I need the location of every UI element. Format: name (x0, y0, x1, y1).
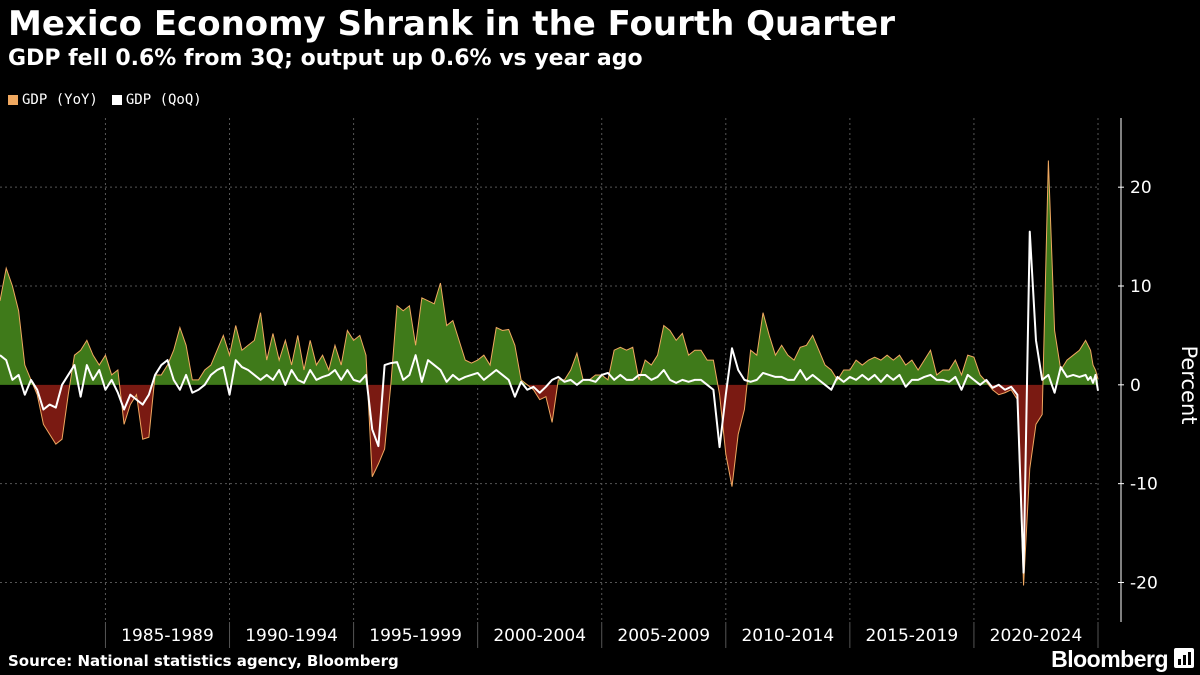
x-period-label: 1985-1989 (121, 626, 214, 646)
bloomberg-badge-icon (1174, 648, 1194, 668)
legend-label-yoy: GDP (YoY) (22, 92, 98, 108)
legend-swatch-yoy (8, 95, 18, 105)
legend-swatch-qoq (111, 95, 122, 105)
x-period-label: 1995-1999 (369, 626, 462, 646)
y-axis-title: Percent (1177, 345, 1200, 424)
y-tick-label: 20 (1130, 178, 1152, 198)
y-tick-label: -10 (1130, 475, 1158, 495)
chart-title: Mexico Economy Shrank in the Fourth Quar… (8, 4, 896, 44)
y-tick-label: 0 (1130, 376, 1141, 396)
axis-layer: -20 -10 0 10 20 Percent 1985-1989 1990-1994 1995… (104, 118, 1200, 648)
legend-item-yoy: GDP (YoY) (8, 92, 98, 108)
qoq-series-line (0, 230, 1099, 574)
legend-item-qoq: GDP (QoQ) (111, 92, 202, 108)
bloomberg-logo: Bloomberg (1051, 646, 1168, 672)
y-tick-label: -20 (1130, 573, 1158, 593)
legend-label-qoq: GDP (QoQ) (125, 92, 202, 108)
y-tick-label: 10 (1130, 277, 1152, 297)
chart-subtitle: GDP fell 0.6% from 3Q; output up 0.6% vs… (8, 46, 643, 71)
yoy-series-line (0, 160, 1099, 586)
qoq-line-layer (0, 230, 1099, 574)
chart-legend: GDP (YoY) GDP (QoQ) (8, 92, 202, 108)
yoy-area-layer (0, 160, 1099, 586)
yoy-negative-area (33, 384, 1043, 586)
source-note: Source: National statistics agency, Bloo… (8, 652, 399, 670)
x-period-label: 2000-2004 (493, 626, 586, 646)
x-period-label: 2010-2014 (741, 626, 834, 646)
x-period-label: 2020-2024 (990, 626, 1083, 646)
x-period-label: 1990-1994 (245, 626, 338, 646)
yoy-positive-area (0, 160, 1098, 385)
x-period-label: 2005-2009 (617, 626, 710, 646)
x-period-label: 2015-2019 (866, 626, 959, 646)
